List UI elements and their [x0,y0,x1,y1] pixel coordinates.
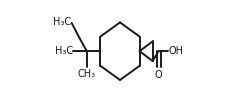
Text: H₃C: H₃C [55,46,73,56]
Text: H₃C: H₃C [53,17,71,27]
Text: O: O [155,70,162,80]
Text: OH: OH [169,46,184,56]
Text: CH₃: CH₃ [78,69,96,79]
